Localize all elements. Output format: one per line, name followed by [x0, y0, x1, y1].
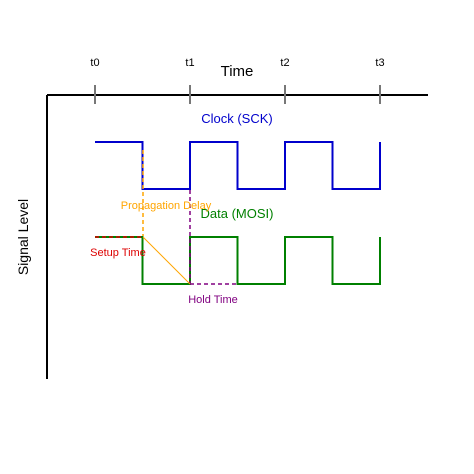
data-waveform — [95, 236, 381, 285]
clock-signal-label: Clock (SCK) — [201, 111, 273, 126]
tick-label-t1: t1 — [185, 57, 194, 69]
x-axis-label: Time — [221, 63, 254, 80]
propagation-delay-diagonal — [142, 236, 191, 285]
tick-label-t3: t3 — [375, 57, 384, 69]
y-axis-label: Signal Level — [15, 199, 31, 275]
clock-waveform — [95, 141, 381, 190]
data-signal-label: Data (MOSI) — [201, 206, 274, 221]
propagation-delay-label: Propagation Delay — [121, 200, 212, 212]
setup-time-label: Setup Time — [90, 247, 146, 259]
hold-time-label: Hold Time — [188, 294, 238, 306]
tick-label-t0: t0 — [90, 57, 99, 69]
tick-label-t2: t2 — [280, 57, 289, 69]
